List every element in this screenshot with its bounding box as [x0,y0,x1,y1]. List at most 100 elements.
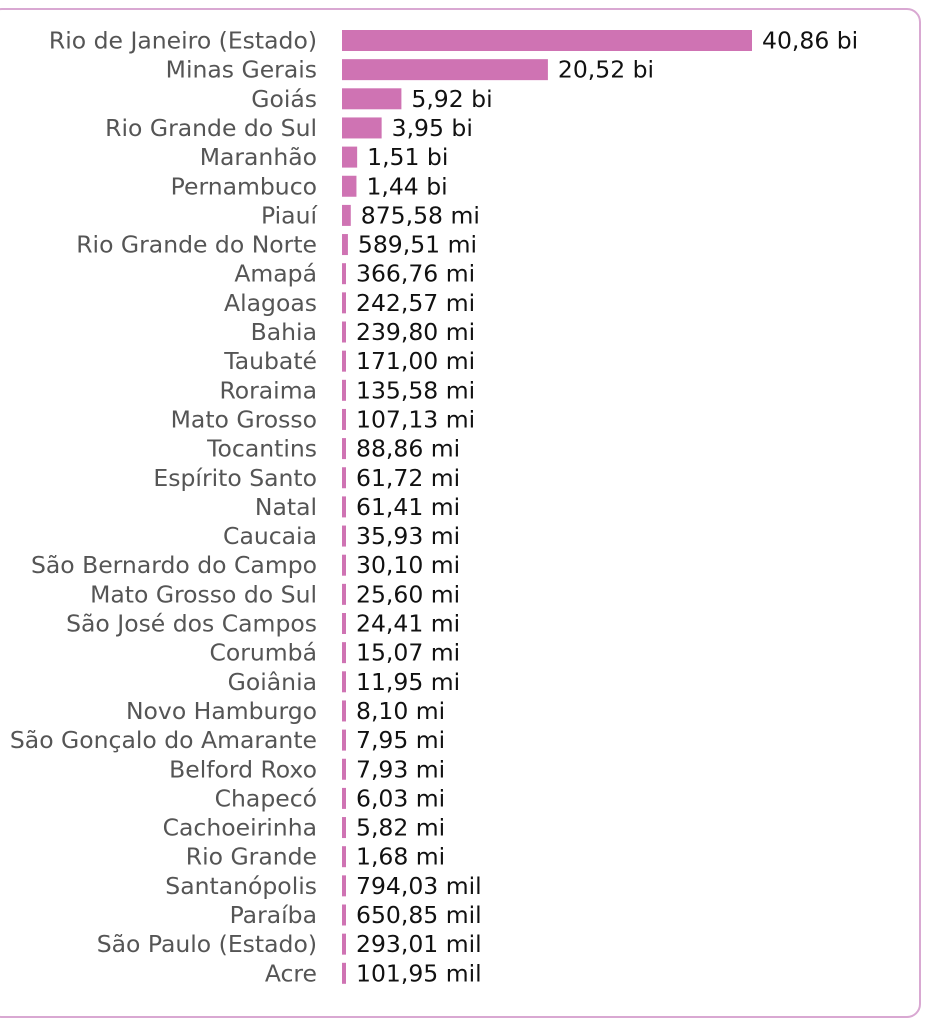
bar [342,642,346,664]
bar [342,875,346,897]
bar [342,817,346,839]
value-label: 11,95 mi [356,668,460,696]
bar [342,787,346,809]
chart-frame [0,8,921,1018]
bar [342,671,346,693]
bar [342,204,351,226]
bar [342,613,346,634]
value-label: 366,76 mi [356,260,475,288]
value-label: 293,01 mil [356,930,482,958]
bar [342,146,358,168]
category-label: Taubaté [223,347,317,375]
bar [342,846,346,868]
value-label: 35,93 mi [356,522,460,550]
value-label: 101,95 mil [356,959,482,987]
value-label: 25,60 mi [356,580,460,608]
category-label: Acre [265,959,317,987]
bar [342,700,346,722]
value-label: 20,52 bi [558,56,654,84]
bar [342,438,346,460]
value-label: 61,41 mi [356,493,460,521]
value-label: 5,92 bi [411,85,492,113]
value-label: 61,72 mi [356,464,460,492]
category-label: Espírito Santo [153,464,317,492]
bar [342,175,357,197]
bar [342,962,346,984]
value-label: 589,51 mi [358,231,477,259]
bar [342,583,346,605]
category-label: Pernambuco [171,172,317,200]
value-label: 15,07 mi [356,639,460,667]
value-label: 1,51 bi [367,143,448,171]
category-label: Natal [255,493,317,521]
category-label: Rio Grande [186,843,317,871]
category-label: Maranhão [200,143,317,171]
value-label: 650,85 mil [356,901,482,929]
bar [342,525,346,547]
category-label: Caucaia [223,522,317,550]
value-label: 107,13 mi [356,405,475,433]
value-label: 171,00 mi [356,347,475,375]
category-label: Santanópolis [165,872,317,900]
category-label: Belford Roxo [169,755,317,783]
category-label: Rio Grande do Sul [105,114,317,142]
category-label: Mato Grosso do Sul [90,580,317,608]
category-label: Bahia [251,318,317,346]
value-label: 1,68 mi [356,843,445,871]
bar [342,933,346,955]
bar [342,554,346,576]
value-label: 794,03 mil [356,872,482,900]
category-label: Piauí [261,201,318,229]
bar [342,234,348,256]
value-label: 30,10 mi [356,551,460,579]
value-label: 6,03 mi [356,784,445,812]
value-label: 1,44 bi [366,172,447,200]
category-label: Novo Hamburgo [126,697,317,725]
category-label: Chapecó [215,784,317,812]
category-label: São José dos Campos [66,610,317,638]
bar [342,379,346,401]
value-label: 7,95 mi [356,726,445,754]
category-label: Amapá [234,260,317,288]
category-label: Goiânia [228,668,317,696]
value-label: 239,80 mi [356,318,475,346]
value-label: 7,93 mi [356,755,445,783]
bar [342,88,402,110]
category-label: São Gonçalo do Amarante [10,726,317,754]
bars-layer: Rio de Janeiro (Estado) 40,86 bi Minas Ger… [10,27,858,988]
bar [342,467,346,489]
category-label: Mato Grosso [171,405,317,433]
value-label: 5,82 mi [356,814,445,842]
category-label: Cachoeirinha [163,814,317,842]
category-label: Rio de Janeiro (Estado) [49,27,317,55]
bar [342,758,346,780]
category-label: Roraima [219,376,317,404]
bar [342,350,346,372]
category-label: Alagoas [224,289,317,317]
bar [342,30,752,51]
value-label: 24,41 mi [356,610,460,638]
category-label: Tocantins [206,435,317,463]
bar [342,496,346,518]
bar [342,263,346,285]
category-label: São Paulo (Estado) [97,930,317,958]
bar [342,408,346,430]
category-label: Minas Gerais [166,56,317,84]
bar [342,321,346,343]
bar [342,292,346,314]
bar [342,729,346,751]
category-label: Goiás [251,85,317,113]
bar [342,117,382,139]
value-label: 242,57 mi [356,289,475,317]
value-label: 875,58 mi [361,201,480,229]
value-label: 8,10 mi [356,697,445,725]
category-label: São Bernardo do Campo [31,551,317,579]
bar [342,904,346,926]
value-label: 3,95 bi [392,114,473,142]
value-label: 88,86 mi [356,435,460,463]
value-label: 40,86 bi [762,27,858,55]
category-label: Paraíba [230,901,317,929]
category-label: Corumbá [209,639,317,667]
value-label: 135,58 mi [356,376,475,404]
